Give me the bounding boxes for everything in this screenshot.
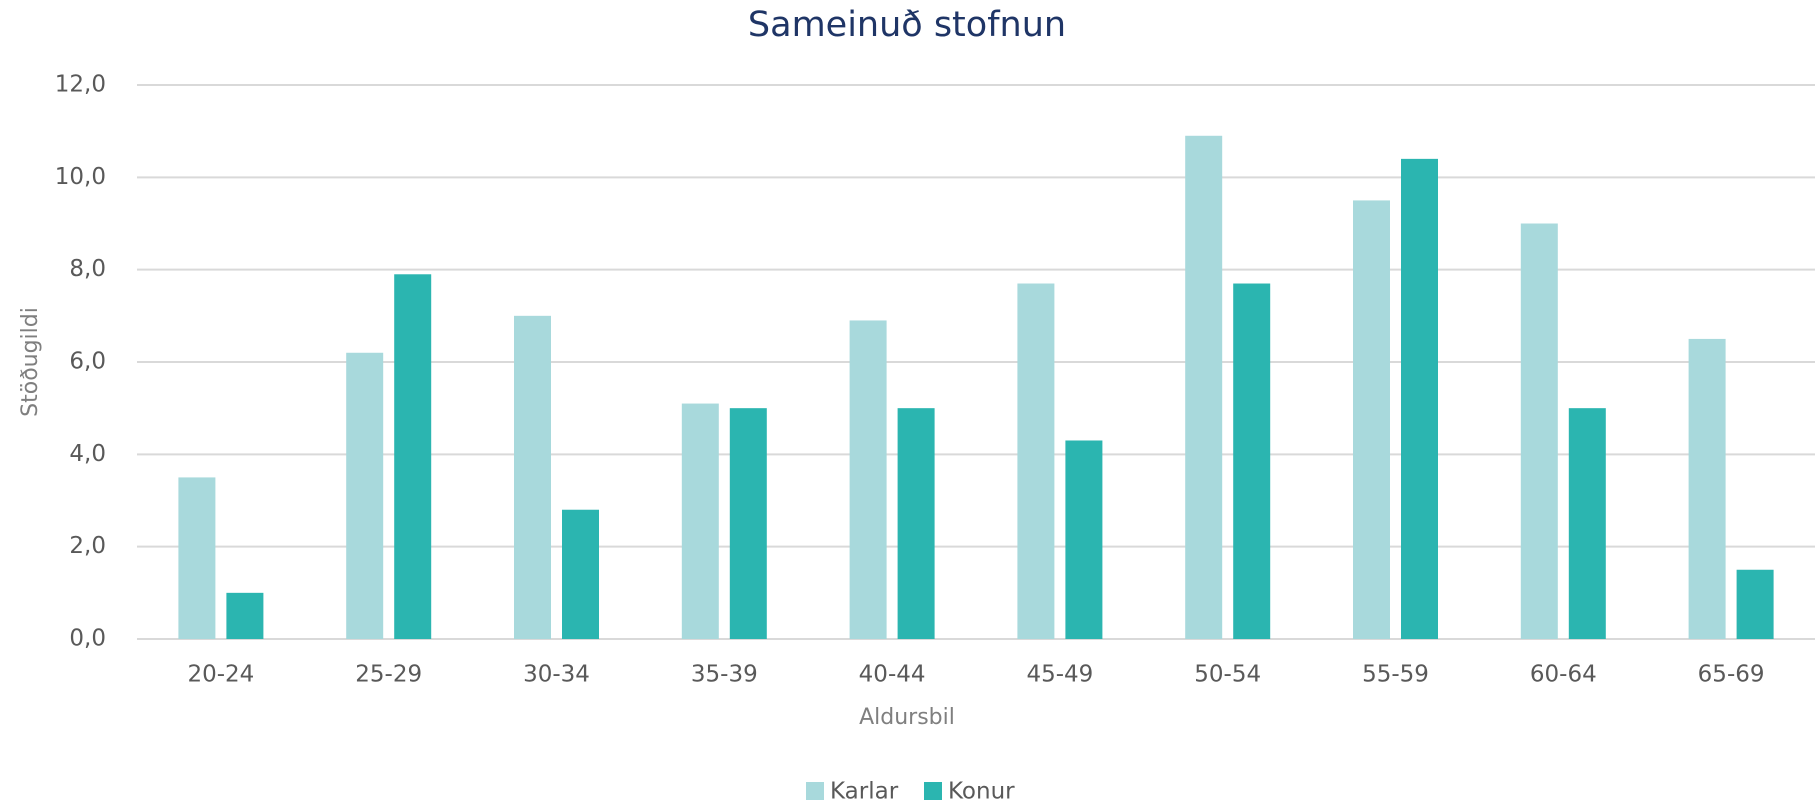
- x-tick-label: 50-54: [1194, 662, 1261, 688]
- bar: [1568, 408, 1606, 639]
- x-tick-label: 40-44: [859, 662, 926, 688]
- legend-swatch: [806, 782, 824, 800]
- y-tick-label: 8,0: [69, 256, 106, 282]
- bar: [514, 315, 551, 639]
- chart-title: Sameinuð stofnun: [748, 5, 1066, 45]
- bar: [1736, 569, 1774, 639]
- y-tick-label: 12,0: [55, 72, 106, 98]
- y-tick-label: 2,0: [69, 533, 106, 559]
- y-axis-title: Stöðugildi: [18, 307, 43, 417]
- x-tick-label: 55-59: [1362, 662, 1429, 688]
- y-tick-label: 4,0: [69, 441, 106, 467]
- y-tick-label: 10,0: [55, 164, 106, 190]
- legend-label: Karlar: [830, 779, 899, 804]
- x-tick-label: 20-24: [187, 662, 254, 688]
- x-tick-label: 45-49: [1026, 662, 1093, 688]
- bar: [562, 509, 599, 639]
- bar: [729, 408, 767, 639]
- x-tick-label: 65-69: [1698, 662, 1765, 688]
- bar: [226, 592, 264, 639]
- y-tick-label: 0,0: [69, 626, 106, 652]
- x-tick-label: 25-29: [355, 662, 422, 688]
- bar: [1065, 440, 1103, 639]
- y-tick-label: 6,0: [69, 349, 106, 375]
- bar: [1353, 200, 1390, 639]
- x-tick-label: 30-34: [523, 662, 590, 688]
- bar: [1520, 223, 1558, 639]
- bar: [1017, 283, 1055, 639]
- x-axis-title: Aldursbil: [859, 705, 955, 730]
- bar: [178, 477, 216, 639]
- bar: [394, 274, 432, 639]
- bar: [1688, 338, 1726, 639]
- bar: [1233, 283, 1271, 639]
- bar: [346, 352, 384, 639]
- legend-label: Konur: [948, 779, 1015, 804]
- bar: [849, 320, 887, 639]
- legend-swatch: [924, 782, 942, 800]
- bar: [1401, 158, 1438, 639]
- bar: [1185, 135, 1223, 640]
- x-tick-label: 35-39: [691, 662, 758, 688]
- x-tick-label: 60-64: [1530, 662, 1597, 688]
- bar: [897, 408, 935, 639]
- bar: [681, 403, 719, 639]
